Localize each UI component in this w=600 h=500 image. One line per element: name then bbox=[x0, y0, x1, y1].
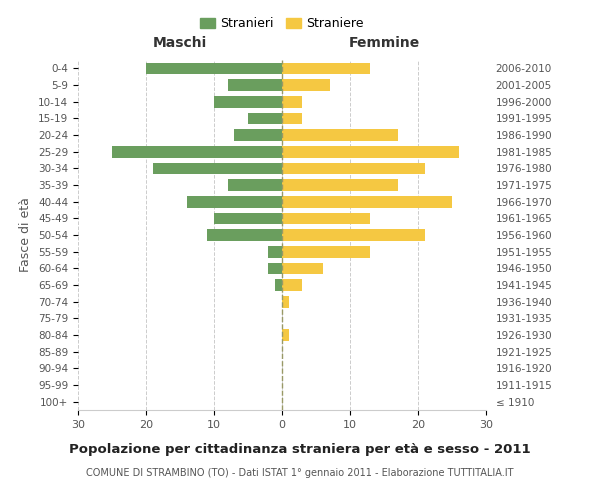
Bar bbox=[282, 246, 370, 258]
Bar bbox=[207, 229, 282, 241]
Bar bbox=[112, 146, 282, 158]
Bar bbox=[282, 196, 452, 207]
Text: COMUNE DI STRAMBINO (TO) - Dati ISTAT 1° gennaio 2011 - Elaborazione TUTTITALIA.: COMUNE DI STRAMBINO (TO) - Dati ISTAT 1°… bbox=[86, 468, 514, 477]
Bar bbox=[282, 96, 302, 108]
Bar bbox=[282, 146, 459, 158]
Text: Femmine: Femmine bbox=[349, 36, 419, 50]
Bar bbox=[268, 262, 282, 274]
Bar bbox=[187, 196, 282, 207]
Bar bbox=[282, 112, 302, 124]
Bar bbox=[153, 162, 282, 174]
Text: Maschi: Maschi bbox=[153, 36, 207, 50]
Bar bbox=[248, 112, 282, 124]
Bar bbox=[227, 179, 282, 191]
Bar bbox=[282, 329, 289, 341]
Bar bbox=[282, 129, 398, 141]
Bar bbox=[146, 62, 282, 74]
Bar bbox=[282, 179, 398, 191]
Bar bbox=[227, 79, 282, 91]
Legend: Stranieri, Straniere: Stranieri, Straniere bbox=[200, 18, 364, 30]
Bar bbox=[235, 129, 282, 141]
Bar bbox=[282, 229, 425, 241]
Bar bbox=[282, 212, 370, 224]
Bar bbox=[214, 212, 282, 224]
Bar bbox=[282, 279, 302, 291]
Bar bbox=[282, 79, 329, 91]
Text: Popolazione per cittadinanza straniera per età e sesso - 2011: Popolazione per cittadinanza straniera p… bbox=[69, 442, 531, 456]
Bar bbox=[268, 246, 282, 258]
Bar bbox=[282, 262, 323, 274]
Bar bbox=[214, 96, 282, 108]
Bar bbox=[282, 296, 289, 308]
Bar bbox=[282, 62, 370, 74]
Bar bbox=[275, 279, 282, 291]
Y-axis label: Fasce di età: Fasce di età bbox=[19, 198, 32, 272]
Bar bbox=[282, 162, 425, 174]
